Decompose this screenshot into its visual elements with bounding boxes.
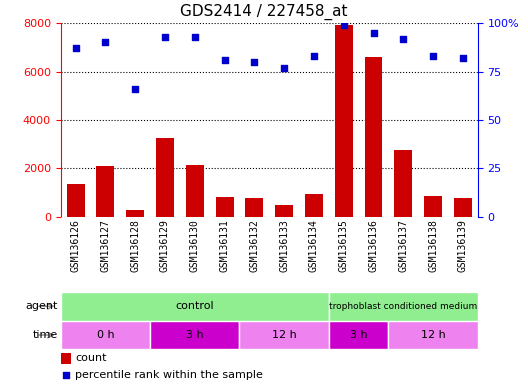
Point <box>370 30 378 36</box>
Bar <box>156 138 174 217</box>
Bar <box>61 292 329 321</box>
Text: GSM136130: GSM136130 <box>190 219 200 272</box>
Text: 12 h: 12 h <box>272 330 297 340</box>
Bar <box>365 57 382 217</box>
Point <box>429 53 437 59</box>
Text: percentile rank within the sample: percentile rank within the sample <box>76 370 263 381</box>
Text: GSM136129: GSM136129 <box>160 219 170 272</box>
Text: GSM136135: GSM136135 <box>339 219 349 272</box>
Text: GSM136139: GSM136139 <box>458 219 468 272</box>
Text: GDS2414 / 227458_at: GDS2414 / 227458_at <box>180 3 348 20</box>
Text: time: time <box>33 330 58 340</box>
Bar <box>186 165 204 217</box>
Text: GSM136138: GSM136138 <box>428 219 438 272</box>
Point <box>340 22 348 28</box>
Bar <box>246 198 263 217</box>
Point <box>191 33 199 40</box>
Text: GSM136127: GSM136127 <box>100 219 110 272</box>
Text: count: count <box>76 353 107 363</box>
Text: GSM136137: GSM136137 <box>398 219 408 272</box>
Text: trophoblast conditioned medium: trophoblast conditioned medium <box>329 302 477 311</box>
Text: 3 h: 3 h <box>350 330 367 340</box>
Text: control: control <box>175 301 214 311</box>
Bar <box>305 194 323 217</box>
Text: 0 h: 0 h <box>97 330 114 340</box>
Text: 3 h: 3 h <box>186 330 204 340</box>
Bar <box>275 205 293 217</box>
Bar <box>389 321 478 349</box>
Text: GSM136126: GSM136126 <box>71 219 81 272</box>
Bar <box>394 150 412 217</box>
Text: 12 h: 12 h <box>421 330 446 340</box>
Bar <box>240 321 329 349</box>
Bar <box>329 321 389 349</box>
Text: GSM136136: GSM136136 <box>369 219 379 272</box>
Bar <box>97 166 115 217</box>
Bar <box>335 25 353 217</box>
Point <box>459 55 467 61</box>
Bar <box>67 184 84 217</box>
Bar <box>424 196 442 217</box>
Point <box>61 372 70 379</box>
Text: GSM136132: GSM136132 <box>249 219 259 272</box>
Point <box>131 86 139 92</box>
Bar <box>61 353 71 364</box>
Text: GSM136131: GSM136131 <box>220 219 230 272</box>
Text: agent: agent <box>26 301 58 311</box>
Text: GSM136133: GSM136133 <box>279 219 289 272</box>
Point <box>310 53 318 59</box>
Point <box>101 40 110 46</box>
Text: GSM136134: GSM136134 <box>309 219 319 272</box>
Bar <box>329 292 478 321</box>
Point <box>220 57 229 63</box>
Point <box>280 65 288 71</box>
Point <box>71 45 80 51</box>
Bar <box>454 198 472 217</box>
Point <box>250 59 259 65</box>
Bar <box>61 321 150 349</box>
Point <box>161 33 169 40</box>
Bar <box>150 321 240 349</box>
Bar <box>215 197 233 217</box>
Text: GSM136128: GSM136128 <box>130 219 140 272</box>
Point <box>399 35 408 41</box>
Bar <box>126 210 144 217</box>
